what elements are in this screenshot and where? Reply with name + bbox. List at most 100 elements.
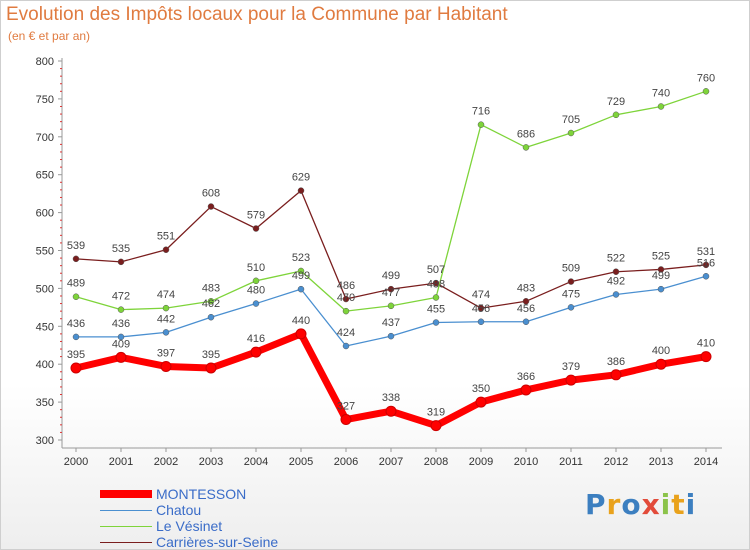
logo-letter: P [585,488,607,521]
data-point-le-vesinet [117,306,125,313]
data-label-montesson: 366 [517,371,535,383]
data-label-chatou: 437 [382,317,400,329]
x-tick-label: 2005 [289,456,313,468]
data-point-chatou [252,300,260,307]
x-tick-label: 2002 [154,456,178,468]
data-point-chatou [342,342,350,350]
logo-letter: t [671,488,686,521]
x-tick-label: 2007 [379,456,403,468]
data-point-chatou [207,313,215,321]
data-label-carrieres-sur-seine: 474 [472,289,490,301]
data-point-le-vesinet [72,293,80,300]
data-point-montesson [565,374,577,386]
data-point-montesson [430,420,442,432]
data-label-carrieres-sur-seine: 539 [67,240,85,252]
data-label-le-vesinet: 489 [67,278,85,290]
data-label-montesson: 327 [337,401,355,413]
data-label-le-vesinet: 472 [112,291,130,303]
data-label-carrieres-sur-seine: 507 [427,264,445,276]
data-point-carrieres-sur-seine [522,298,530,305]
data-point-carrieres-sur-seine [567,278,575,285]
data-label-le-vesinet: 686 [517,128,535,140]
logo-letter: x [641,488,661,521]
data-label-montesson: 397 [157,347,175,359]
data-label-chatou: 456 [472,303,490,315]
data-label-chatou: 475 [562,288,580,300]
data-label-carrieres-sur-seine: 522 [607,253,625,265]
data-point-chatou [432,319,440,326]
data-point-chatou [657,285,665,293]
data-label-montesson: 350 [472,383,490,395]
data-label-le-vesinet: 729 [607,96,625,108]
data-point-carrieres-sur-seine [702,261,710,269]
legend-item-chatou: Chatou [100,502,360,518]
legend-item-carrieres: Carrières-sur-Seine [100,534,360,550]
data-label-montesson: 410 [697,338,715,350]
data-label-chatou: 436 [112,318,130,330]
logo-letter: r [606,488,622,521]
x-tick-label: 2003 [199,456,223,468]
data-point-chatou [72,333,80,341]
y-tick-label: 650 [36,170,54,182]
data-point-le-vesinet [657,103,665,110]
data-label-chatou: 499 [292,270,310,282]
data-label-carrieres-sur-seine: 509 [562,263,580,275]
data-label-chatou: 436 [67,318,85,330]
legend-label-chatou: Chatou [156,502,202,518]
data-label-le-vesinet: 510 [247,262,265,274]
data-label-chatou: 499 [652,270,670,282]
data-point-chatou [297,285,305,293]
y-tick-label: 600 [36,208,54,220]
data-label-le-vesinet: 523 [292,252,310,264]
data-label-chatou: 462 [202,298,220,310]
data-point-carrieres-sur-seine [162,246,170,253]
data-label-carrieres-sur-seine: 535 [112,243,130,255]
x-tick-label: 2008 [424,456,448,468]
data-label-carrieres-sur-seine: 499 [382,270,400,282]
data-point-carrieres-sur-seine [207,203,215,210]
data-label-montesson: 409 [112,338,130,350]
data-label-chatou: 424 [337,327,355,339]
data-label-carrieres-sur-seine: 551 [157,231,175,243]
y-tick-label: 800 [36,56,54,68]
legend-label-montesson: MONTESSON [156,486,247,502]
y-tick-label: 300 [36,435,54,447]
data-point-le-vesinet [162,304,170,312]
data-point-montesson [385,405,397,417]
data-label-le-vesinet: 488 [427,278,445,290]
proxiti-logo: Proxiti [585,488,696,521]
chart-title: Evolution des Impôts locaux pour la Comm… [6,4,508,25]
y-tick-label: 450 [36,321,54,333]
data-point-le-vesinet [432,294,440,301]
data-label-montesson: 395 [202,349,220,361]
x-tick-label: 2001 [109,456,133,468]
data-label-chatou: 480 [247,285,265,297]
data-point-le-vesinet [567,129,575,137]
data-point-chatou [522,318,530,326]
x-tick-label: 2000 [64,456,88,468]
legend: MONTESSON Chatou Le Vésinet Carrières-su… [100,486,360,550]
data-label-le-vesinet: 760 [697,72,715,84]
y-tick-label: 700 [36,132,54,144]
logo-letter: i [660,488,672,521]
data-point-chatou [162,329,170,336]
data-label-le-vesinet: 474 [157,289,175,301]
data-point-montesson [70,362,82,374]
data-point-carrieres-sur-seine [72,255,80,263]
data-point-montesson [115,351,127,363]
legend-swatch-carrieres [100,542,152,543]
x-tick-label: 2013 [649,456,673,468]
data-label-chatou: 516 [697,257,715,269]
data-label-montesson: 379 [562,361,580,373]
data-point-le-vesinet [297,267,305,275]
data-point-carrieres-sur-seine [477,304,485,312]
data-label-le-vesinet: 477 [382,287,400,299]
series-layer [70,88,712,432]
legend-swatch-montesson [100,490,152,498]
legend-label-carrieres: Carrières-sur-Seine [156,534,279,550]
data-labels: 395 409 397 395 416 440 327 338 319 350 366 379 386 4… [67,72,715,418]
y-tick-label: 550 [36,246,54,258]
data-point-chatou [477,318,485,326]
legend-item-montesson: MONTESSON [100,486,360,502]
